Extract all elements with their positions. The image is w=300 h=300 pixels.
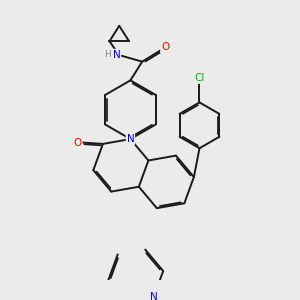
- Text: N: N: [112, 50, 120, 60]
- Text: O: O: [161, 42, 169, 52]
- Text: O: O: [74, 137, 82, 148]
- Text: Cl: Cl: [194, 73, 205, 83]
- Text: N: N: [127, 134, 134, 144]
- Text: H: H: [104, 50, 111, 59]
- Text: N: N: [150, 292, 158, 300]
